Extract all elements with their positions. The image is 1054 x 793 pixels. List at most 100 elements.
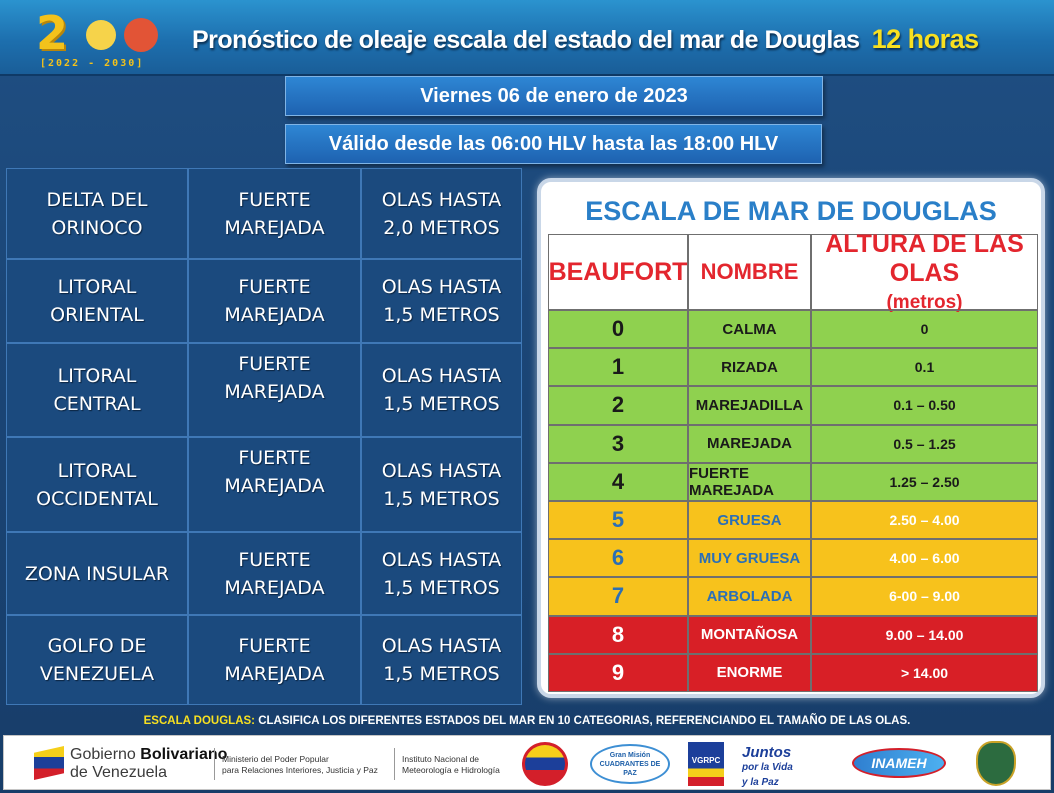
date-bar: Viernes 06 de enero de 2023 — [285, 76, 823, 116]
beaufort-cell: 3 — [548, 424, 688, 463]
divider — [214, 748, 215, 780]
state-cell: FUERTE MAREJADA — [188, 343, 361, 437]
waves-cell: OLAS HASTA 2,0 METROS — [361, 168, 522, 259]
scale-note: ESCALA DOUGLAS: CLASIFICA LOS DIFERENTES… — [0, 715, 1054, 727]
seal-icon — [522, 742, 568, 786]
forecast-row: DELTA DEL ORINOCO FUERTE MAREJADA OLAS H… — [6, 168, 522, 259]
forecast-row: ZONA INSULAR FUERTE MAREJADA OLAS HASTA … — [6, 532, 522, 615]
beaufort-cell: 1 — [548, 348, 688, 387]
waves-cell: OLAS HASTA 1,5 METROS — [361, 615, 522, 705]
zone-cell: DELTA DEL ORINOCO — [6, 168, 188, 259]
nombre-cell: RIZADA — [688, 348, 811, 387]
nombre-cell: MONTAÑOSA — [688, 615, 811, 654]
state-cell: FUERTE MAREJADA — [188, 437, 361, 532]
altura-cell: 0.1 – 0.50 — [811, 386, 1038, 425]
nombre-cell: ARBOLADA — [688, 577, 811, 616]
altura-cell: 0 — [811, 310, 1038, 349]
venezuela-flag-icon — [34, 746, 64, 780]
beaufort-cell: 6 — [548, 539, 688, 578]
header-altura-label: ALTURA DE LAS OLAS — [825, 230, 1024, 287]
header-nombre: NOMBRE — [688, 234, 811, 310]
juntos-line2: por la Vida — [742, 762, 793, 773]
scale-row: 0 CALMA 0 — [548, 310, 1038, 349]
scale-row: 5 GRUESA 2.50 – 4.00 — [548, 500, 1038, 540]
altura-cell: 6-00 – 9.00 — [811, 577, 1038, 616]
altura-cell: 0.5 – 1.25 — [811, 424, 1038, 463]
nombre-cell: MUY GRUESA — [688, 539, 811, 578]
scale-title: ESCALA DE MAR DE DOUGLAS — [585, 196, 997, 226]
altura-cell: 4.00 – 6.00 — [811, 539, 1038, 578]
scale-row: 1 RIZADA 0.1 — [548, 348, 1038, 387]
nombre-cell: MAREJADILLA — [688, 386, 811, 425]
altura-cell: 2.50 – 4.00 — [811, 500, 1038, 540]
zone-cell: ZONA INSULAR — [6, 532, 188, 615]
inam-line1: Instituto Nacional de — [402, 754, 480, 764]
logo-number: 2 — [36, 6, 68, 60]
nombre-cell: CALMA — [688, 310, 811, 349]
ministerio-logo: Ministerio del Poder Popular para Relaci… — [222, 754, 378, 776]
inam-line2: Meteorología e Hidrología — [402, 765, 500, 775]
note-text: CLASIFICA LOS DIFERENTES ESTADOS DEL MAR… — [258, 715, 911, 727]
nombre-cell: MAREJADA — [688, 424, 811, 463]
minis-line2: para Relaciones Interiores, Justicia y P… — [222, 765, 378, 775]
waves-cell: OLAS HASTA 1,5 METROS — [361, 343, 522, 437]
altura-cell: 0.1 — [811, 348, 1038, 387]
forecast-row: LITORAL OCCIDENTAL FUERTE MAREJADA OLAS … — [6, 437, 522, 532]
title-text: Pronóstico de oleaje escala del estado d… — [192, 26, 860, 54]
beaufort-cell: 2 — [548, 386, 688, 425]
scale-table: BEAUFORT NOMBRE ALTURA DE LAS OLAS (metr… — [548, 230, 1038, 692]
beaufort-cell: 5 — [548, 500, 688, 540]
scale-header-row: BEAUFORT NOMBRE ALTURA DE LAS OLAS (metr… — [548, 230, 1038, 313]
footer-logos: Gobierno Bolivariano de Venezuela Minist… — [3, 735, 1051, 790]
douglas-scale-card: ESCALA DE MAR DE DOUGLAS BEAUFORT NOMBRE… — [537, 178, 1045, 698]
beaufort-cell: 8 — [548, 615, 688, 654]
zone-cell: LITORAL OCCIDENTAL — [6, 437, 188, 532]
waves-cell: OLAS HASTA 1,5 METROS — [361, 532, 522, 615]
divider — [394, 748, 395, 780]
state-cell: FUERTE MAREJADA — [188, 168, 361, 259]
scale-row: 3 MAREJADA 0.5 – 1.25 — [548, 424, 1038, 463]
logo-star-icon — [86, 20, 116, 50]
beaufort-cell: 7 — [548, 577, 688, 616]
juntos-line3: y la Paz — [742, 777, 779, 788]
state-cell: FUERTE MAREJADA — [188, 532, 361, 615]
logo-sun-icon — [124, 18, 158, 52]
forecast-row: GOLFO DE VENEZUELA FUERTE MAREJADA OLAS … — [6, 615, 522, 705]
nombre-cell: GRUESA — [688, 500, 811, 540]
cuadrantes-logo: Gran Misión CUADRANTES DE PAZ — [590, 744, 670, 784]
scale-row: 2 MAREJADILLA 0.1 – 0.50 — [548, 386, 1038, 425]
nombre-cell: FUERTE MAREJADA — [688, 462, 811, 501]
logo-years: [2022 - 2030] — [40, 58, 145, 69]
inameh-logo: INAMEH — [852, 748, 946, 778]
waves-cell: OLAS HASTA 1,5 METROS — [361, 437, 522, 532]
gob-bold: Bolivariano — [140, 746, 228, 763]
gob-line1: Gobierno — [70, 746, 141, 763]
gobierno-logo: Gobierno Bolivariano de Venezuela — [70, 746, 227, 782]
juntos-line1: Juntos — [742, 744, 792, 761]
gob-line2: de Venezuela — [70, 764, 167, 781]
altura-cell: 9.00 – 14.00 — [811, 615, 1038, 654]
state-cell: FUERTE MAREJADA — [188, 615, 361, 705]
header-altura-unit: (metros) — [886, 292, 963, 313]
header: 2 [2022 - 2030] Pronóstico de oleaje esc… — [0, 0, 1054, 76]
scale-row: 7 ARBOLADA 6-00 – 9.00 — [548, 577, 1038, 616]
forecast-row: LITORAL ORIENTAL FUERTE MAREJADA OLAS HA… — [6, 259, 522, 343]
vgrpc-logo: VGRPC — [688, 742, 724, 786]
2030-logo: 2 [2022 - 2030] — [30, 6, 180, 72]
minis-line1: Ministerio del Poder Popular — [222, 754, 329, 764]
title-hours: 12 horas — [871, 24, 980, 54]
altura-cell: > 14.00 — [811, 653, 1038, 692]
header-beaufort: BEAUFORT — [548, 234, 688, 310]
beaufort-cell: 9 — [548, 653, 688, 692]
validity-bar: Válido desde las 06:00 HLV hasta las 18:… — [285, 124, 822, 164]
beaufort-cell: 4 — [548, 462, 688, 501]
forecast-row: LITORAL CENTRAL FUERTE MAREJADA OLAS HAS… — [6, 343, 522, 437]
instituto-logo: Instituto Nacional de Meteorología e Hid… — [402, 754, 500, 776]
shield-icon — [976, 741, 1016, 786]
waves-cell: OLAS HASTA 1,5 METROS — [361, 259, 522, 343]
scale-row: 4 FUERTE MAREJADA 1.25 – 2.50 — [548, 462, 1038, 501]
zone-cell: LITORAL ORIENTAL — [6, 259, 188, 343]
note-key: ESCALA DOUGLAS: — [143, 715, 256, 727]
juntos-logo: Juntos por la Vida y la Paz — [742, 744, 793, 789]
